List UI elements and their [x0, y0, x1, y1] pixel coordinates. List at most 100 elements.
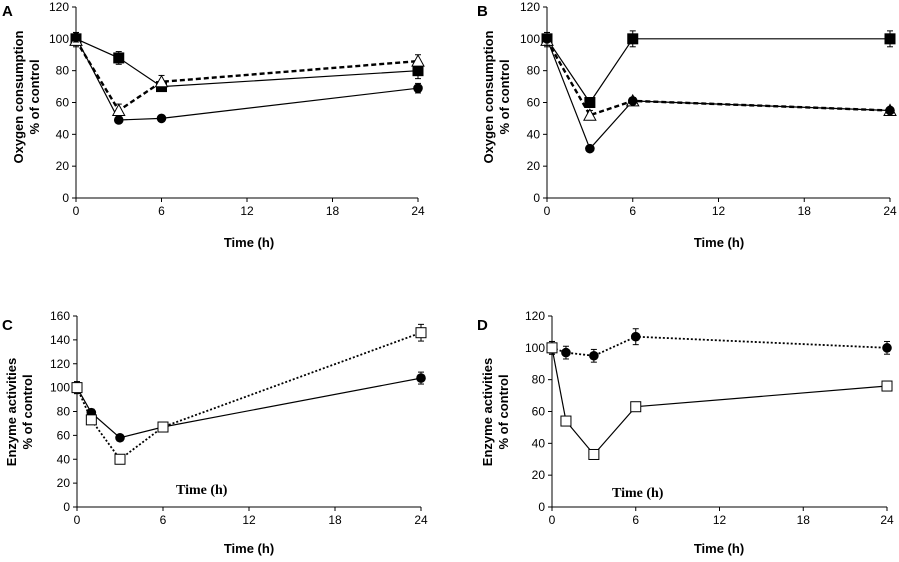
panel-a-series-2-line [74, 39, 419, 113]
panel-d-ytick-label: 100 [525, 341, 545, 355]
panel-b-ytick-label: 100 [520, 32, 540, 46]
panel-a-ytick-label: 100 [49, 32, 69, 46]
panel-b-ylabel: Oxygen consumption % of control [481, 30, 512, 163]
panel-d-ytick-label: 120 [525, 309, 545, 323]
panel-b-ytick-label: 60 [527, 96, 541, 110]
panel-a-ylabel-line2: % of control [27, 59, 42, 134]
panel-a-xlabel: Time (h) [224, 235, 274, 250]
panel-b-ylabel-line2: % of control [497, 59, 512, 134]
panel-a-ylabel: Oxygen consumption % of control [11, 30, 42, 163]
panel-c-plot: 0 20 40 60 80 100 120 140 160 0 6 12 18 24 [50, 309, 428, 527]
panel-c-ylabel: Enzyme activities % of control [4, 358, 35, 466]
panel-c-series-1-point [416, 373, 426, 383]
panel-a-series-2-point [154, 74, 169, 88]
panel-b-xtick-label: 0 [544, 204, 551, 218]
panel-c-xtick-label: 12 [242, 513, 256, 527]
panel-b-xtick-label: 18 [798, 204, 812, 218]
panel-d-series-1-point [630, 331, 641, 342]
panel-c-xlabel: Time (h) [224, 541, 274, 556]
panel-c-series-1-line [76, 377, 422, 439]
panel-letter-a: A [2, 3, 13, 20]
panel-b-xtick-label: 24 [883, 204, 897, 218]
panel-b-series-1-point [584, 97, 596, 108]
panel-d-ylabel-line2: % of control [496, 374, 511, 449]
panel-b-xlabel: Time (h) [694, 235, 744, 250]
panel-b-ytick-label: 0 [533, 191, 540, 205]
panel-a-series-2-point [411, 54, 425, 67]
panel-d-series-2-point [630, 401, 642, 413]
panel-d-ylabel-line1: Enzyme activities [480, 358, 495, 466]
panel-d-series-2-point [881, 380, 893, 392]
panel-a-ylabel-line1: Oxygen consumption [11, 30, 26, 163]
panel-c-ytick-label: 160 [50, 309, 70, 323]
panel-d-ytick-label: 40 [532, 436, 546, 450]
panel-c-xtick-label: 0 [74, 513, 81, 527]
panel-d-series-2-point [560, 415, 572, 427]
panel-b-ytick-label: 40 [527, 127, 541, 141]
panel-a-ytick-label: 120 [49, 0, 69, 14]
panel-c-series-2-line [76, 331, 422, 461]
panel-a-series-2-point [111, 103, 126, 116]
panel-a-series-3-point [71, 32, 81, 43]
panel-b-series-1-point [884, 33, 896, 45]
panel-d-ylabel: Enzyme activities % of control [480, 358, 511, 466]
panel-d-series-2-point [546, 342, 558, 354]
panel-c-series-2-point [114, 453, 126, 465]
panel-c-series-2-point [85, 414, 97, 426]
panel-d-annotation: Time (h) [612, 486, 664, 501]
panel-d-xtick-label: 24 [880, 513, 894, 527]
panel-b-series-3-point [542, 34, 552, 44]
panel-letter-b: B [477, 3, 488, 20]
panel-b-series-3-point [585, 143, 595, 154]
panel-b-series-3-point [885, 105, 895, 116]
panel-d-ytick-label: 60 [532, 405, 546, 419]
panel-a-ytick-label: 40 [56, 127, 70, 141]
panel-c-ytick-label: 0 [63, 500, 70, 514]
panel-a-series-1-line [75, 38, 419, 88]
panel-a-series-3-line [75, 36, 419, 121]
panel-d-xtick-label: 0 [549, 513, 556, 527]
panel-a-series-1-point [113, 52, 125, 64]
panel-c-series-2-point [415, 327, 427, 339]
panel-b-xtick-label: 6 [629, 204, 636, 218]
panel-c-ytick-label: 120 [50, 357, 70, 371]
panel-a: A Oxygen consumption % of control Time (… [2, 0, 425, 250]
panel-b-xtick-label: 12 [712, 204, 726, 218]
panel-d-series-1-point [589, 350, 599, 361]
panel-d-ytick-label: 20 [532, 468, 546, 482]
panel-c-xtick-label: 18 [328, 513, 342, 527]
panel-c-annotation: Time (h) [176, 483, 228, 498]
panel-d-xlabel: Time (h) [694, 541, 744, 556]
panel-a-series-3-point [156, 113, 167, 124]
panel-d-xtick-label: 18 [797, 513, 811, 527]
panel-d-xtick-label: 12 [713, 513, 727, 527]
panel-b-ytick-label: 80 [527, 64, 541, 78]
panel-a-ytick-label: 0 [62, 191, 69, 205]
panel-d-series-2-line [551, 347, 888, 456]
panel-d-series-2-point [588, 448, 600, 460]
panel-a-xtick-label: 24 [411, 204, 425, 218]
panel-c-ytick-label: 140 [50, 333, 70, 347]
panel-b-ylabel-line1: Oxygen consumption [481, 30, 496, 163]
panel-b-series-1-line [546, 38, 890, 104]
panel-a-xtick-label: 6 [158, 204, 165, 218]
panel-a-series-3-point [413, 83, 423, 93]
panel-a-xtick-label: 0 [73, 204, 80, 218]
panel-c-xtick-label: 6 [160, 513, 167, 527]
panel-c: C Enzyme activities % of control Time (h… [2, 309, 428, 556]
panel-a-plot: 0 20 40 60 80 100 120 0 6 12 18 24 [49, 0, 425, 218]
panel-d-ytick-label: 0 [538, 500, 545, 514]
panel-letter-c: C [2, 317, 13, 334]
panel-c-ytick-label: 80 [57, 405, 71, 419]
panel-b-ytick-label: 20 [527, 159, 541, 173]
panel-c-ytick-label: 40 [57, 452, 71, 466]
panel-b-series-1-point [627, 33, 639, 45]
panel-b-plot: 0 20 40 60 80 100 120 0 6 12 18 24 [520, 0, 897, 218]
panel-letter-d: D [477, 317, 488, 334]
panel-c-ylabel-line2: % of control [20, 374, 35, 449]
panel-d-plot: 0 20 40 60 80 100 120 0 6 12 18 24 [525, 309, 894, 527]
panel-d-series-1-point [561, 347, 571, 358]
panel-d-xtick-label: 6 [632, 513, 639, 527]
panel-c-series-2-point [71, 382, 83, 394]
